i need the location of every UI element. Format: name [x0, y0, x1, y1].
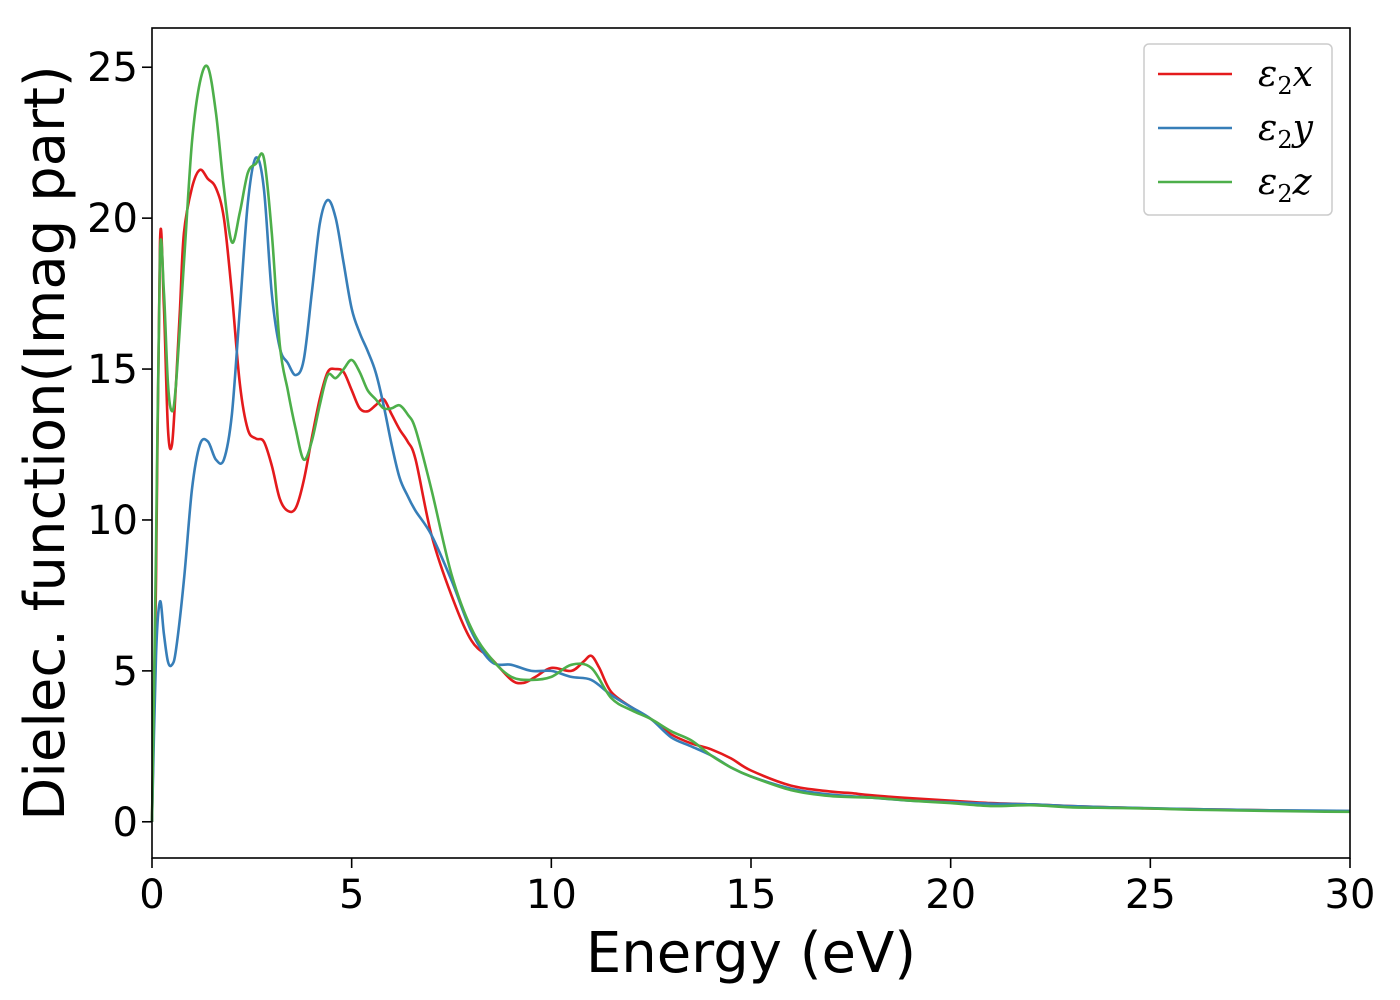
- y-tick-label: 5: [113, 649, 138, 695]
- y-tick-label: 10: [87, 498, 138, 544]
- x-tick-label: 10: [526, 872, 577, 918]
- legend-label-x: ε2x: [1258, 54, 1313, 100]
- y-axis-label: Dielec. function(Imag part): [13, 65, 78, 821]
- y-tick-label: 20: [87, 196, 138, 242]
- y-tick-label: 25: [87, 45, 138, 91]
- x-tick-label: 5: [339, 872, 364, 918]
- series-line-z: [150, 64, 1351, 822]
- x-axis-label: Energy (eV): [586, 921, 916, 986]
- x-tick-label: 0: [139, 872, 164, 918]
- y-tick-label: 15: [87, 347, 138, 393]
- x-axis: 0 5 10 15 20 25 30: [139, 858, 1375, 918]
- legend: ε2x ε2y ε2z: [1143, 43, 1333, 216]
- y-axis: 0 5 10 15 20 25: [87, 45, 152, 846]
- series-layer: [150, 64, 1351, 822]
- x-tick-label: 15: [726, 872, 777, 918]
- legend-label-y: ε2y: [1258, 108, 1314, 154]
- legend-box: [1143, 43, 1333, 216]
- legend-label-z: ε2z: [1258, 162, 1313, 208]
- x-tick-label: 30: [1325, 872, 1376, 918]
- x-tick-label: 25: [1125, 872, 1176, 918]
- series-line-x: [150, 168, 1351, 822]
- x-tick-label: 20: [925, 872, 976, 918]
- y-tick-label: 0: [113, 800, 138, 846]
